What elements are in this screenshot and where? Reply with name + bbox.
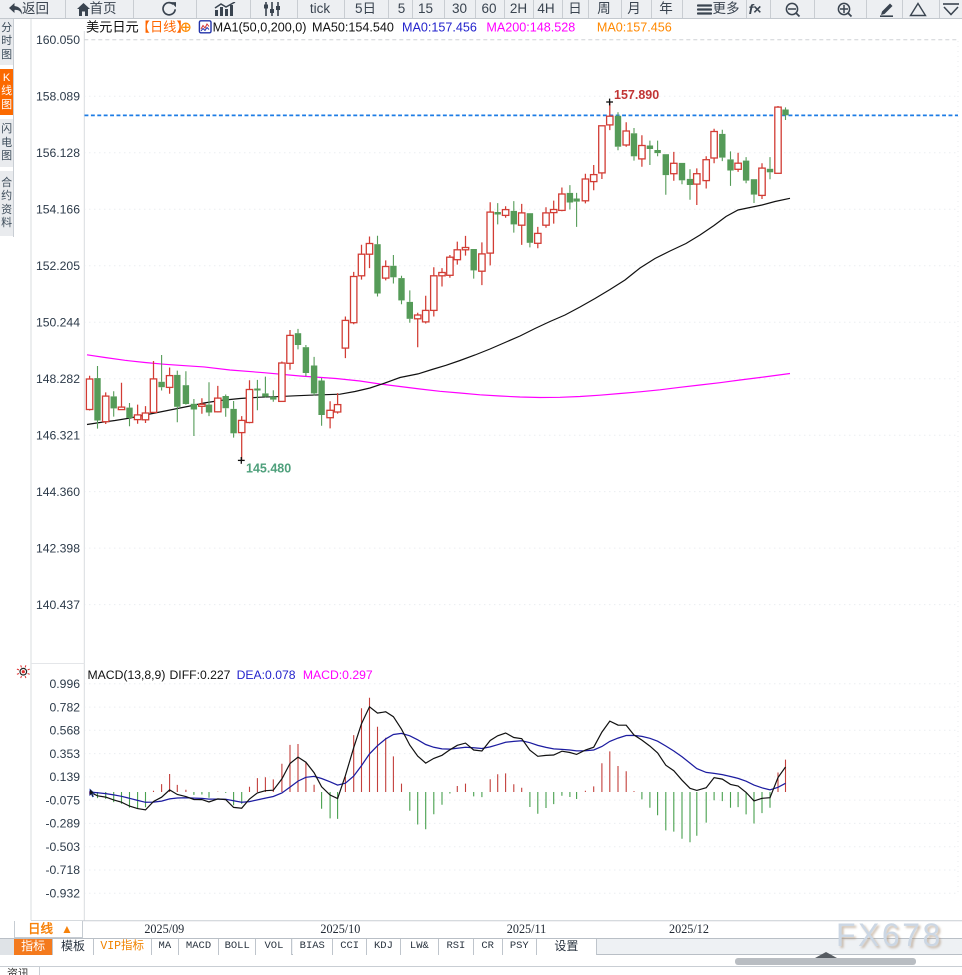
svg-text:150.244: 150.244: [36, 315, 80, 329]
svg-text:-0.932: -0.932: [45, 886, 80, 900]
svg-text:146.321: 146.321: [36, 428, 80, 442]
svg-text:140.437: 140.437: [36, 598, 80, 612]
svg-text:-0.289: -0.289: [45, 817, 80, 831]
svg-text:MACD(13,8,9): MACD(13,8,9): [88, 668, 166, 682]
svg-text:0.568: 0.568: [50, 724, 81, 738]
svg-text:MA0:157.456: MA0:157.456: [402, 21, 477, 35]
svg-text:144.360: 144.360: [36, 485, 80, 499]
svg-text:MA200:148.528: MA200:148.528: [486, 21, 575, 35]
svg-text:2025/10: 2025/10: [320, 922, 360, 936]
svg-text:MACD:0.297: MACD:0.297: [303, 668, 373, 682]
svg-text:160.050: 160.050: [36, 33, 80, 47]
svg-text:-0.503: -0.503: [45, 840, 80, 854]
svg-text:2025/12: 2025/12: [669, 922, 709, 936]
svg-text:-0.718: -0.718: [45, 863, 80, 877]
svg-text:157.890: 157.890: [614, 88, 659, 102]
svg-text:DIFF:0.227: DIFF:0.227: [170, 668, 231, 682]
svg-text:0.782: 0.782: [50, 700, 81, 714]
svg-text:145.480: 145.480: [246, 462, 291, 476]
svg-text:DEA:0.078: DEA:0.078: [237, 668, 296, 682]
svg-text:-0.075: -0.075: [45, 793, 80, 807]
svg-text:152.205: 152.205: [36, 259, 80, 273]
svg-text:154.166: 154.166: [36, 202, 80, 216]
svg-text:0.996: 0.996: [50, 677, 81, 691]
svg-text:MA50:154.540: MA50:154.540: [312, 21, 394, 35]
svg-text:0.139: 0.139: [50, 770, 81, 784]
svg-text:2025/11: 2025/11: [507, 922, 547, 936]
svg-text:148.282: 148.282: [36, 372, 80, 386]
svg-text:MA1(50,0,200,0): MA1(50,0,200,0): [213, 21, 307, 35]
svg-text:【日线】: 【日线】: [137, 20, 190, 35]
svg-text:2025/09: 2025/09: [144, 922, 184, 936]
svg-text:美元日元: 美元日元: [86, 20, 139, 35]
svg-text:142.398: 142.398: [36, 541, 80, 555]
svg-text:0.353: 0.353: [50, 747, 81, 761]
svg-text:158.089: 158.089: [36, 90, 80, 104]
svg-text:MA0:157.456: MA0:157.456: [597, 21, 672, 35]
svg-text:156.128: 156.128: [36, 146, 80, 160]
